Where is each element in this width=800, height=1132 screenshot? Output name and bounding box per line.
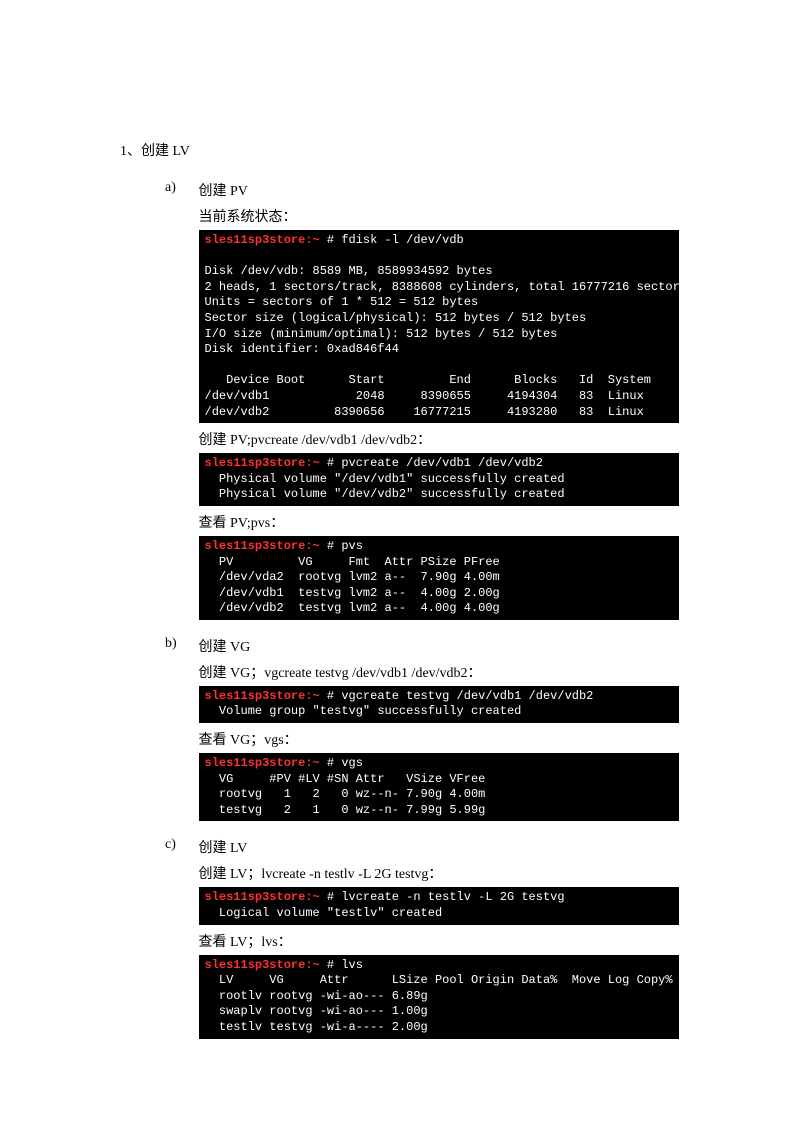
section-title: 创建 VG — [199, 636, 679, 656]
terminal-hash: # — [327, 689, 341, 703]
section-label: b) — [165, 636, 195, 652]
terminal-hash: # — [327, 890, 341, 904]
section-content: 创建 VG 创建 VG；vgcreate testvg /dev/vdb1 /d… — [199, 636, 679, 826]
terminal-hash: # — [327, 958, 341, 972]
section-label: c) — [165, 837, 195, 853]
terminal-output: Physical volume "/dev/vdb1" successfully… — [205, 472, 565, 502]
item-desc: 查看 PV;pvs： — [199, 512, 679, 532]
terminal-prompt: sles11sp3store:~ — [205, 756, 327, 770]
terminal-cmd: vgcreate testvg /dev/vdb1 /dev/vdb2 — [341, 689, 593, 703]
item-desc: 查看 VG；vgs： — [199, 729, 679, 749]
terminal-block: sles11sp3store:~ # vgcreate testvg /dev/… — [199, 686, 679, 723]
terminal-prompt: sles11sp3store:~ — [205, 539, 327, 553]
terminal-output: LV VG Attr LSize Pool Origin Data% Move … — [205, 973, 679, 1034]
terminal-cmd: vgs — [341, 756, 363, 770]
section-a: a) 创建 PV 当前系统状态： sles11sp3store:~ # fdis… — [165, 180, 680, 624]
terminal-output: PV VG Fmt Attr PSize PFree /dev/vda2 roo… — [205, 555, 500, 616]
section-c: c) 创建 LV 创建 LV；lvcreate -n testlv -L 2G … — [165, 837, 680, 1042]
terminal-cmd: fdisk -l /dev/vdb — [341, 233, 463, 247]
terminal-cmd: lvs — [341, 958, 363, 972]
terminal-block: sles11sp3store:~ # lvs LV VG Attr LSize … — [199, 955, 679, 1039]
terminal-cmd: pvs — [341, 539, 363, 553]
terminal-hash: # — [327, 456, 341, 470]
terminal-prompt: sles11sp3store:~ — [205, 958, 327, 972]
terminal-block: sles11sp3store:~ # lvcreate -n testlv -L… — [199, 887, 679, 924]
terminal-hash: # — [327, 233, 341, 247]
terminal-prompt: sles11sp3store:~ — [205, 890, 327, 904]
section-title: 创建 LV — [199, 837, 679, 857]
terminal-cmd: lvcreate -n testlv -L 2G testvg — [341, 890, 564, 904]
terminal-cmd: pvcreate /dev/vdb1 /dev/vdb2 — [341, 456, 543, 470]
section-label: a) — [165, 180, 195, 196]
item-desc: 当前系统状态： — [199, 206, 679, 226]
terminal-hash: # — [327, 539, 341, 553]
terminal-block: sles11sp3store:~ # fdisk -l /dev/vdb Dis… — [199, 230, 679, 423]
item-desc: 创建 PV;pvcreate /dev/vdb1 /dev/vdb2： — [199, 429, 679, 449]
item-desc: 创建 LV；lvcreate -n testlv -L 2G testvg： — [199, 863, 679, 883]
terminal-block: sles11sp3store:~ # pvs PV VG Fmt Attr PS… — [199, 536, 679, 620]
section-title: 创建 PV — [199, 180, 679, 200]
terminal-hash: # — [327, 756, 341, 770]
item-desc: 查看 LV；lvs： — [199, 931, 679, 951]
terminal-prompt: sles11sp3store:~ — [205, 456, 327, 470]
page-heading: 1、创建 LV — [120, 140, 680, 160]
section-b: b) 创建 VG 创建 VG；vgcreate testvg /dev/vdb1… — [165, 636, 680, 826]
section-content: 创建 LV 创建 LV；lvcreate -n testlv -L 2G tes… — [199, 837, 679, 1042]
terminal-prompt: sles11sp3store:~ — [205, 233, 327, 247]
terminal-output: Volume group "testvg" successfully creat… — [205, 704, 522, 718]
terminal-prompt: sles11sp3store:~ — [205, 689, 327, 703]
section-content: 创建 PV 当前系统状态： sles11sp3store:~ # fdisk -… — [199, 180, 679, 624]
terminal-output: VG #PV #LV #SN Attr VSize VFree rootvg 1… — [205, 772, 486, 817]
terminal-output: Logical volume "testlv" created — [205, 906, 443, 920]
terminal-output: Disk /dev/vdb: 8589 MB, 8589934592 bytes… — [205, 264, 679, 418]
terminal-block: sles11sp3store:~ # vgs VG #PV #LV #SN At… — [199, 753, 679, 821]
item-desc: 创建 VG；vgcreate testvg /dev/vdb1 /dev/vdb… — [199, 662, 679, 682]
terminal-block: sles11sp3store:~ # pvcreate /dev/vdb1 /d… — [199, 453, 679, 506]
